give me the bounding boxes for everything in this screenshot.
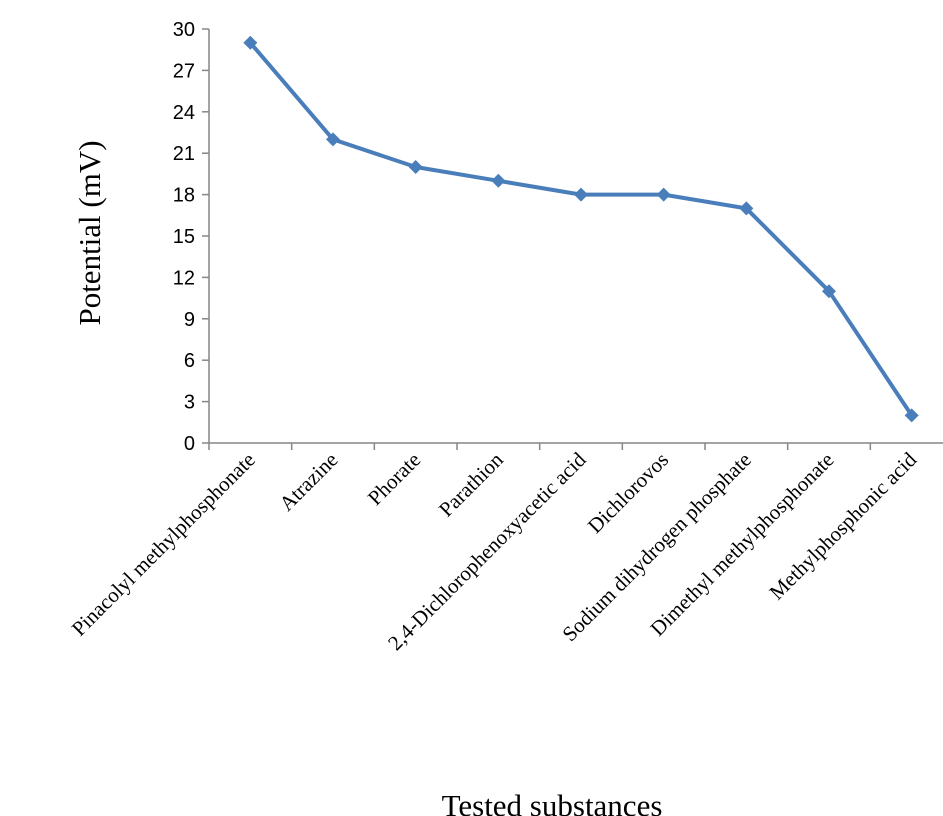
data-point bbox=[656, 187, 671, 202]
x-tick-label: Atrazine bbox=[274, 448, 342, 516]
x-tick-label: Phorate bbox=[363, 448, 425, 510]
x-tick-labels: Pinacolyl methylphosphonate Atrazine Phora… bbox=[67, 447, 922, 655]
x-axis-title: Tested substances bbox=[442, 788, 663, 816]
data-point bbox=[822, 284, 836, 299]
data-point bbox=[574, 187, 588, 202]
y-tick-label: 15 bbox=[173, 226, 195, 248]
y-tick-label: 12 bbox=[173, 267, 195, 289]
axes bbox=[202, 28, 943, 450]
data-point bbox=[326, 132, 340, 147]
y-tick-labels: 0 3 6 9 12 15 18 21 24 27 30 bbox=[173, 19, 195, 455]
x-tick-label: Pinacolyl methylphosphonate bbox=[67, 448, 260, 641]
series-line bbox=[248, 41, 914, 417]
y-tick-label: 24 bbox=[173, 102, 195, 124]
x-tick-label: Parathion bbox=[434, 447, 508, 521]
data-point bbox=[491, 173, 506, 188]
y-axis-title: Potential (mV) bbox=[72, 140, 107, 325]
y-tick-label: 6 bbox=[184, 350, 195, 372]
y-tick-label: 9 bbox=[184, 309, 195, 331]
data-point bbox=[904, 408, 919, 423]
data-point bbox=[243, 35, 258, 50]
y-tick-label: 3 bbox=[184, 392, 195, 414]
data-point bbox=[408, 160, 423, 174]
y-tick-label: 27 bbox=[173, 60, 195, 82]
x-tick-label: Dichlorovos bbox=[583, 448, 673, 538]
series-group bbox=[243, 35, 919, 423]
data-point bbox=[739, 201, 754, 216]
y-tick-label: 30 bbox=[173, 19, 195, 41]
y-tick-label: 21 bbox=[173, 143, 195, 165]
y-tick-label: 18 bbox=[173, 185, 195, 207]
y-tick-label: 0 bbox=[184, 433, 195, 455]
x-tick-label: Methylphosphonic acid bbox=[764, 447, 921, 604]
